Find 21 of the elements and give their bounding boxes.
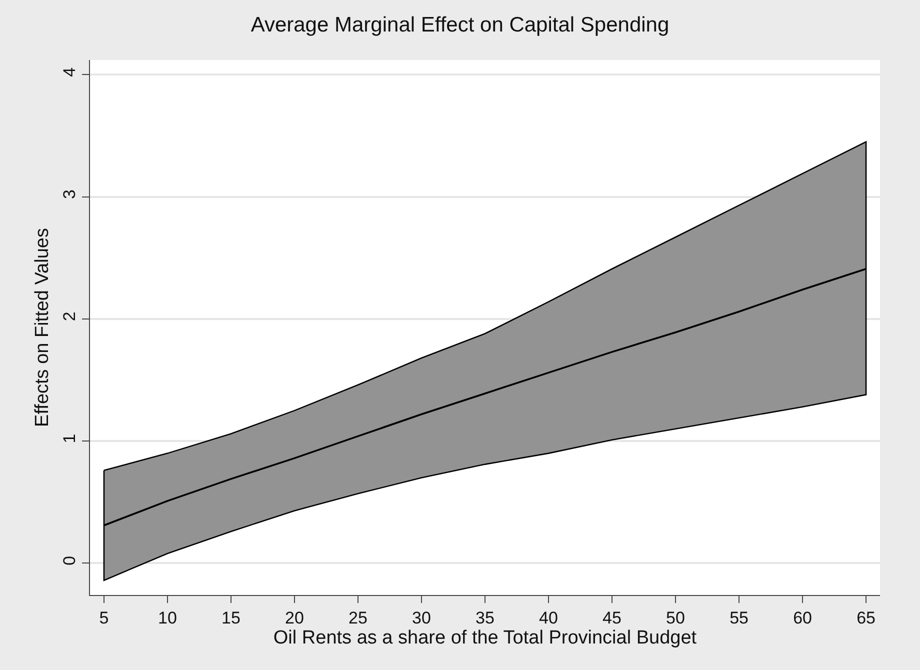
x-tick-label: 25 (348, 608, 368, 628)
x-tick-label: 40 (539, 608, 558, 628)
y-tick-label: 4 (60, 67, 80, 77)
y-axis-title: Effects on Fitted Values (32, 228, 54, 427)
chart-title: Average Marginal Effect on Capital Spending (250, 13, 670, 36)
x-tick-label: 10 (158, 608, 177, 628)
x-tick-label: 50 (666, 608, 685, 628)
x-tick-label: 60 (793, 608, 812, 628)
x-tick-label: 65 (856, 608, 876, 628)
x-tick-label: 20 (285, 608, 304, 628)
y-tick-label: 3 (60, 190, 80, 199)
x-tick-label: 55 (730, 608, 748, 628)
x-tick-label: 45 (602, 608, 622, 628)
x-tick-label: 30 (412, 608, 431, 628)
x-tick-label: 15 (222, 608, 240, 628)
y-tick-label: 0 (60, 556, 80, 566)
x-tick-label: 35 (476, 608, 494, 628)
x-axis-title: Oil Rents as a share of the Total Provincial Budget (273, 627, 698, 648)
y-tick-label: 2 (60, 312, 80, 322)
y-tick-label: 1 (60, 434, 80, 444)
x-tick-label: 5 (99, 608, 109, 628)
